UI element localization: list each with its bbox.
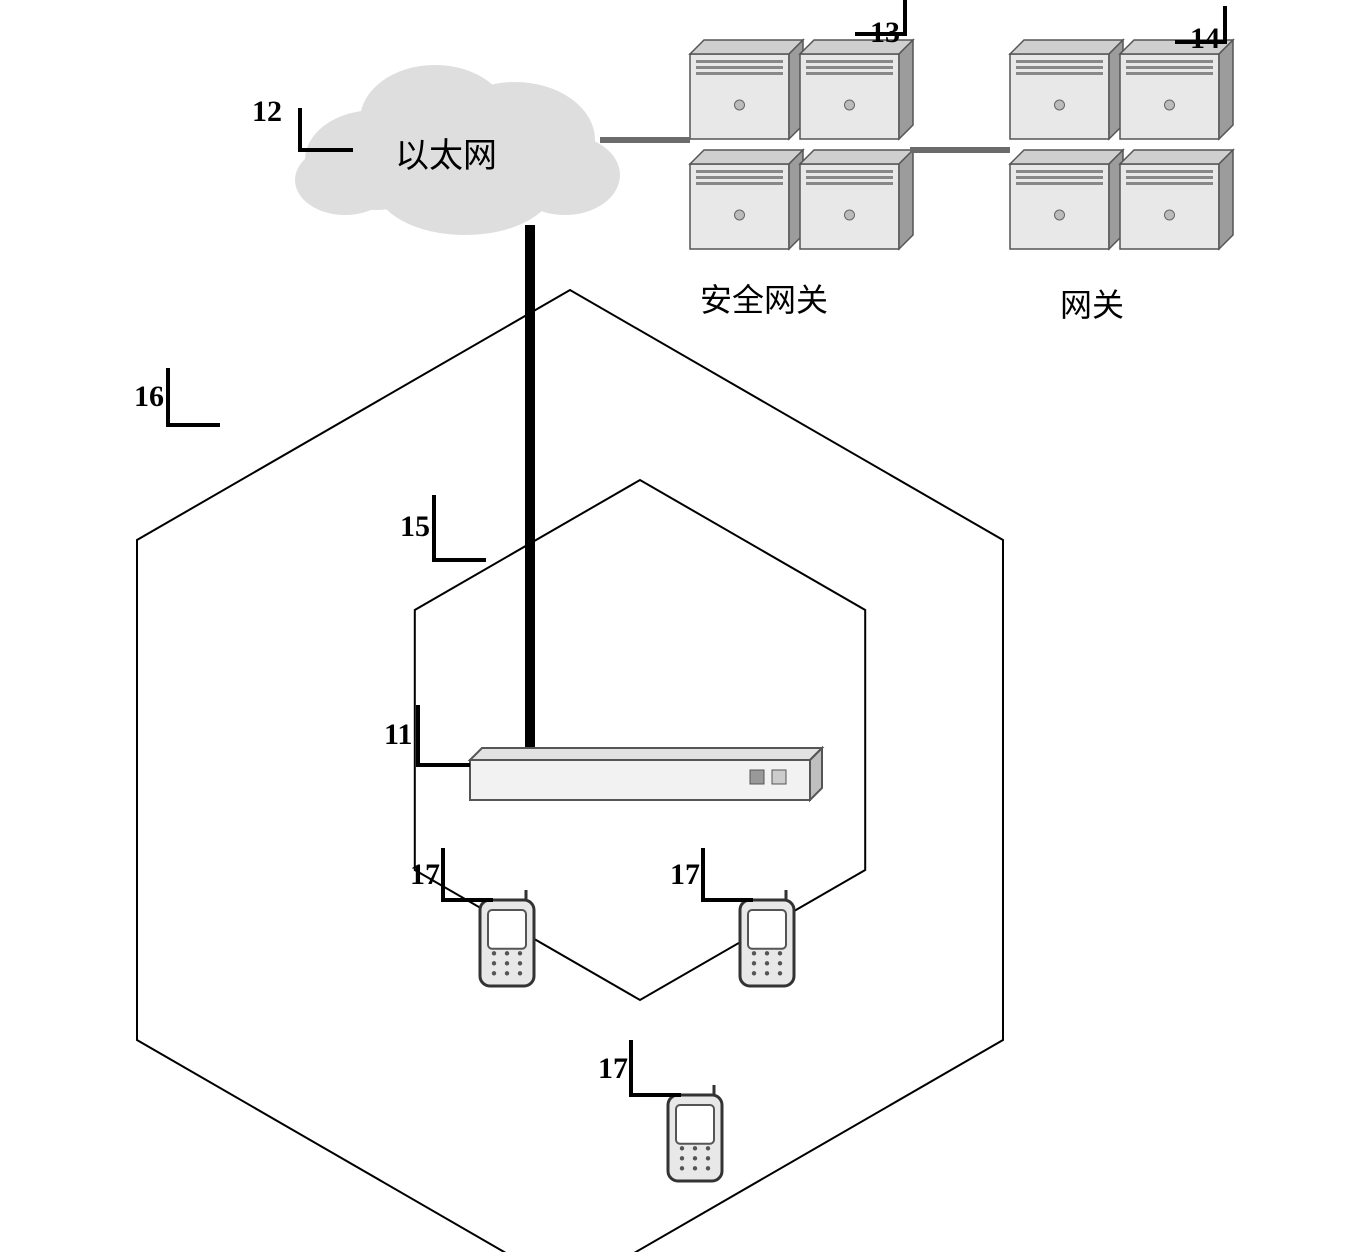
label-security-gateway: 安全网关 bbox=[700, 275, 828, 321]
callout-line-17c bbox=[631, 1040, 681, 1095]
ue-phone bbox=[480, 890, 534, 986]
callout-16: 16 bbox=[134, 380, 164, 414]
callout-17c: 17 bbox=[598, 1052, 628, 1086]
callout-14: 14 bbox=[1190, 22, 1220, 56]
router-device bbox=[470, 748, 822, 800]
callout-15: 15 bbox=[400, 510, 430, 544]
callout-17b: 17 bbox=[670, 858, 700, 892]
callout-12: 12 bbox=[252, 95, 282, 129]
callout-line-15 bbox=[434, 495, 486, 560]
diagram-canvas bbox=[0, 0, 1371, 1252]
server-security-gateway bbox=[690, 40, 913, 249]
cloud-label: 以太网 bbox=[395, 128, 497, 177]
ue-phone bbox=[668, 1085, 722, 1181]
callout-17a: 17 bbox=[410, 858, 440, 892]
callout-13: 13 bbox=[870, 16, 900, 50]
label-gateway: 网关 bbox=[1060, 280, 1124, 326]
callout-line-11 bbox=[418, 705, 470, 765]
ue-phone bbox=[740, 890, 794, 986]
server-gateway bbox=[1010, 40, 1233, 249]
callout-line-16 bbox=[168, 368, 220, 425]
callout-line-17b bbox=[703, 848, 753, 900]
callout-11: 11 bbox=[384, 718, 412, 752]
callout-line-17a bbox=[443, 848, 493, 900]
